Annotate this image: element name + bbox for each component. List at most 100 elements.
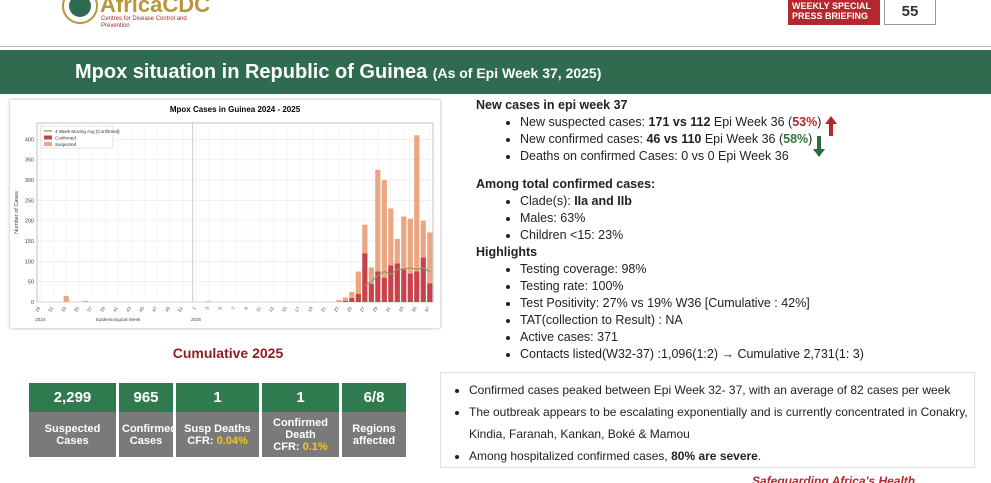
bullet: Males: 63% (520, 210, 986, 227)
bar (414, 271, 420, 302)
x-tick-label: 31 (385, 306, 392, 313)
bar (394, 238, 400, 264)
bar (355, 293, 361, 302)
footer: Safeguarding Africa's Health (752, 474, 916, 483)
stat-label: Susp Deaths (184, 422, 251, 435)
divider (0, 46, 991, 47)
up-arrow (825, 116, 837, 136)
bar (362, 224, 368, 254)
stat-value: 1 (176, 383, 259, 412)
bar (368, 283, 374, 302)
page-number: 55 (884, 0, 936, 25)
x-tick-label: 21 (320, 306, 327, 313)
bullet: Among hospitalized confirmed cases, 80% … (469, 445, 974, 467)
bar (381, 179, 387, 278)
x-tick-label: 17 (294, 306, 301, 313)
x-tick-label: 23 (333, 306, 340, 313)
x-tick-label: 25 (346, 306, 353, 313)
bullet: The outbreak appears to be escalating ex… (469, 401, 974, 445)
stat-card: 1 Confirmed Death CFR: 0.1% (262, 383, 339, 457)
x-tick-label: 3 (204, 306, 210, 311)
bar (336, 299, 342, 302)
bullet-list: Testing coverage: 98% Testing rate: 100% T… (476, 261, 986, 363)
x-tick-label: 27 (359, 306, 366, 313)
text-run: Clade(s): (520, 194, 575, 208)
x-tick-label: 49 (164, 306, 171, 313)
text-run: Among hospitalized confirmed cases, (469, 449, 672, 463)
x-tick-label: 29 (34, 306, 41, 313)
legend-box (40, 125, 114, 149)
bullet: Testing rate: 100% (520, 278, 986, 295)
bullet: Test Positivity: 27% vs 19% W36 [Cumulat… (520, 295, 986, 312)
bullet: TAT(collection to Result) : NA (520, 312, 986, 329)
bar (414, 135, 420, 272)
x-axis-label: Epidemiological Week (96, 317, 141, 322)
title-main: Mpox situation in Republic of Guinea (75, 61, 428, 83)
stat-card: 965 Confirmed Cases (119, 383, 177, 457)
y-tick-label: 150 (25, 239, 34, 245)
cumulative-title: Cumulative 2025 (172, 345, 284, 361)
bar (388, 265, 394, 302)
bullet: New suspected cases: 171 vs 112 Epi Week… (520, 114, 986, 131)
section-heading: New cases in epi week 37 (476, 98, 628, 112)
bullet: Deaths on confirmed Cases: 0 vs 0 Epi We… (520, 148, 986, 165)
note-value: 0.04% (216, 434, 248, 447)
text-run: Epi Week 36 ( (701, 132, 784, 146)
stat-card: 2,299 Suspected Cases (29, 383, 116, 457)
text-run: New confirmed cases: (520, 132, 647, 146)
stat-value: 2,299 (29, 383, 116, 412)
section: Among total confirmed cases: Clade(s): II… (476, 176, 986, 244)
x-tick-label: 43 (125, 306, 132, 313)
y-tick-label: 400 (25, 137, 34, 143)
bullet: Children <15: 23% (520, 227, 986, 244)
text-run: 46 vs 110 (646, 132, 702, 146)
y-axis-label: Number of Cases (14, 191, 20, 234)
bullet: Contacts listed(W32-37) :1,096(1:2) → Cu… (520, 346, 986, 363)
x-tick-label: 1 (191, 306, 197, 311)
x-tick-label: 9 (243, 306, 249, 311)
key-points: New cases in epi week 37 New suspected ca… (476, 97, 986, 363)
org-name: AfricaCDC (100, 0, 211, 17)
x-tick-label: 5 (217, 306, 223, 311)
text-run: . (757, 449, 762, 463)
x-tick-label: 33 (398, 306, 405, 313)
x-tick-label: 37 (424, 306, 431, 313)
legend-swatch (44, 142, 52, 146)
bar (206, 301, 212, 302)
year-label: 2025 (191, 317, 202, 322)
bullet: Clade(s): IIa and IIb (520, 193, 986, 210)
stat-note: CFR: 0.1% (265, 441, 336, 453)
stat-value: 965 (119, 383, 173, 412)
section-heading: Highlights (476, 245, 538, 259)
text-run: TAT(collection to Result) : NA (520, 313, 683, 327)
stat-label-box: Suspected Cases (29, 412, 116, 457)
bar (407, 273, 413, 302)
x-tick-label: 29 (372, 306, 379, 313)
x-tick-label: 39 (99, 306, 106, 313)
section: New cases in epi week 37 New suspected ca… (476, 97, 986, 165)
x-tick-label: 35 (73, 306, 80, 313)
bar (342, 297, 348, 301)
bar (349, 291, 355, 298)
section: Highlights Testing coverage: 98% Testing r… (476, 244, 986, 363)
text-run: New suspected cases: (520, 115, 649, 129)
bar (83, 300, 89, 302)
y-tick-label: 100 (25, 259, 34, 265)
y-tick-label: 200 (25, 219, 34, 225)
text-run: Testing coverage: 98% (520, 262, 647, 276)
bar (420, 257, 426, 302)
stat-label: Suspected Cases (44, 422, 101, 447)
bar (349, 297, 355, 302)
chart-title: Mpox Cases in Guinea 2024 - 2025 (170, 105, 301, 114)
legend-label: Confirmed (55, 135, 76, 140)
text-run: 53% (792, 115, 818, 129)
bar (394, 263, 400, 302)
text-run: Children <15: 23% (520, 228, 624, 242)
x-tick-label: 47 (151, 306, 158, 313)
x-tick-label: 7 (230, 306, 236, 311)
text-run: Confirmed cases peaked between Epi Week … (469, 383, 951, 397)
x-tick-label: 15 (281, 306, 288, 313)
bar (342, 300, 348, 302)
bar (375, 169, 381, 272)
